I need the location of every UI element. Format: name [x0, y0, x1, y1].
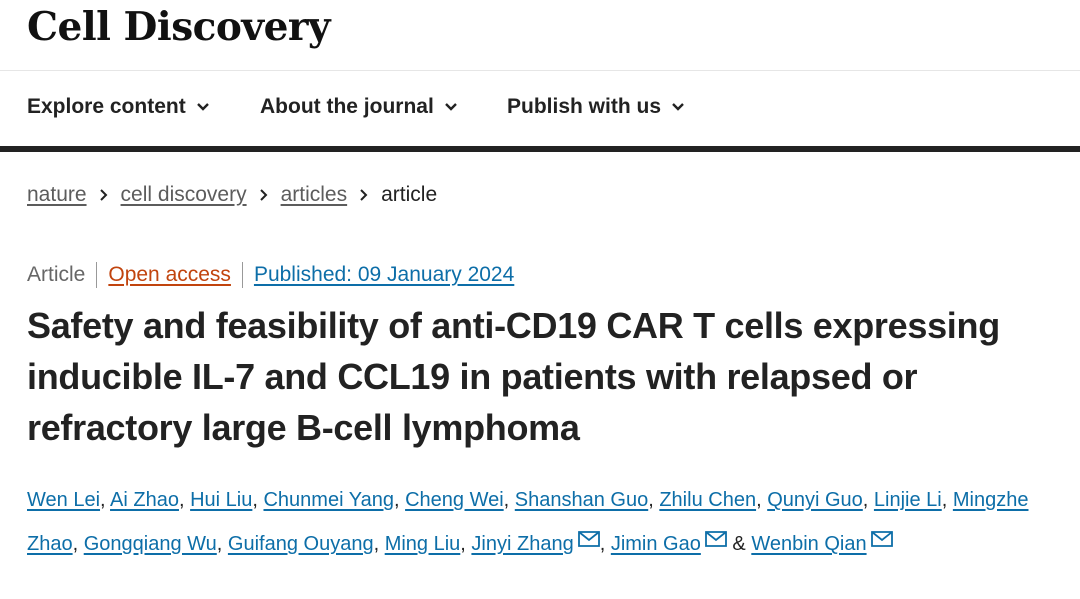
chevron-right-icon	[259, 189, 268, 201]
author-link[interactable]: Qunyi Guo	[767, 489, 863, 511]
open-access-link[interactable]: Open access	[108, 263, 231, 286]
nav-item-label: Explore content	[27, 95, 186, 118]
author-link[interactable]: Linjie Li	[873, 489, 942, 511]
author-link[interactable]: Jinyi Zhang	[471, 533, 574, 555]
published-date-link[interactable]: Published: 09 January 2024	[253, 263, 515, 286]
article-meta: Article Open access Published: 09 Januar…	[27, 262, 514, 288]
chevron-down-icon	[196, 103, 209, 111]
author-link[interactable]: Zhilu Chen	[659, 489, 757, 511]
breadcrumb-current: article	[381, 183, 438, 206]
nav-publish-with-us[interactable]: Publish with us	[507, 95, 685, 119]
mail-icon[interactable]	[577, 531, 600, 547]
main-nav: Explore content About the journal Publis…	[0, 71, 1080, 146]
header-divider	[0, 146, 1080, 152]
meta-divider	[241, 262, 243, 288]
chevron-right-icon	[360, 189, 368, 201]
author-link[interactable]: Gongqiang Wu	[83, 533, 217, 555]
mail-icon[interactable]	[870, 531, 893, 547]
mail-icon[interactable]	[704, 531, 727, 547]
chevron-down-icon	[444, 103, 457, 111]
nav-explore-content[interactable]: Explore content	[27, 95, 210, 119]
chevron-right-icon	[99, 189, 107, 201]
author-link[interactable]: Ming Liu	[384, 533, 461, 555]
breadcrumb-cell-discovery[interactable]: cell discovery	[120, 183, 247, 206]
article-title: Safety and feasibility of anti-CD19 CAR …	[27, 305, 1000, 448]
breadcrumb: nature cell discovery articles article	[27, 183, 437, 207]
nav-item-label: About the journal	[260, 95, 434, 118]
journal-logo[interactable]: Cell Discovery	[27, 4, 331, 50]
author-link[interactable]: Cheng Wei	[405, 489, 504, 511]
masthead: Cell Discovery	[0, 0, 1080, 71]
author-link[interactable]: Ai Zhao	[110, 489, 179, 511]
meta-divider	[96, 262, 98, 288]
author-link[interactable]: Wen Lei	[27, 489, 101, 511]
author-link[interactable]: Chunmei Yang	[263, 489, 394, 511]
author-link[interactable]: Shanshan Guo	[514, 489, 649, 511]
nav-item-label: Publish with us	[507, 95, 662, 118]
author-link[interactable]: Mingzhe Zhao	[27, 489, 1029, 555]
author-list: Wen Lei, Ai Zhao, Hui Liu, Chunmei Yang,…	[27, 489, 1029, 555]
chevron-down-icon	[672, 103, 684, 111]
breadcrumb-articles[interactable]: articles	[280, 183, 348, 206]
nav-about-journal[interactable]: About the journal	[260, 95, 458, 119]
breadcrumb-nature[interactable]: nature	[27, 183, 87, 206]
author-link[interactable]: Jimin Gao	[610, 533, 701, 555]
author-link[interactable]: Wenbin Qian	[751, 533, 867, 555]
author-link[interactable]: Hui Liu	[190, 489, 253, 511]
article-type: Article	[27, 263, 86, 286]
author-link[interactable]: Guifang Ouyang	[227, 533, 374, 555]
